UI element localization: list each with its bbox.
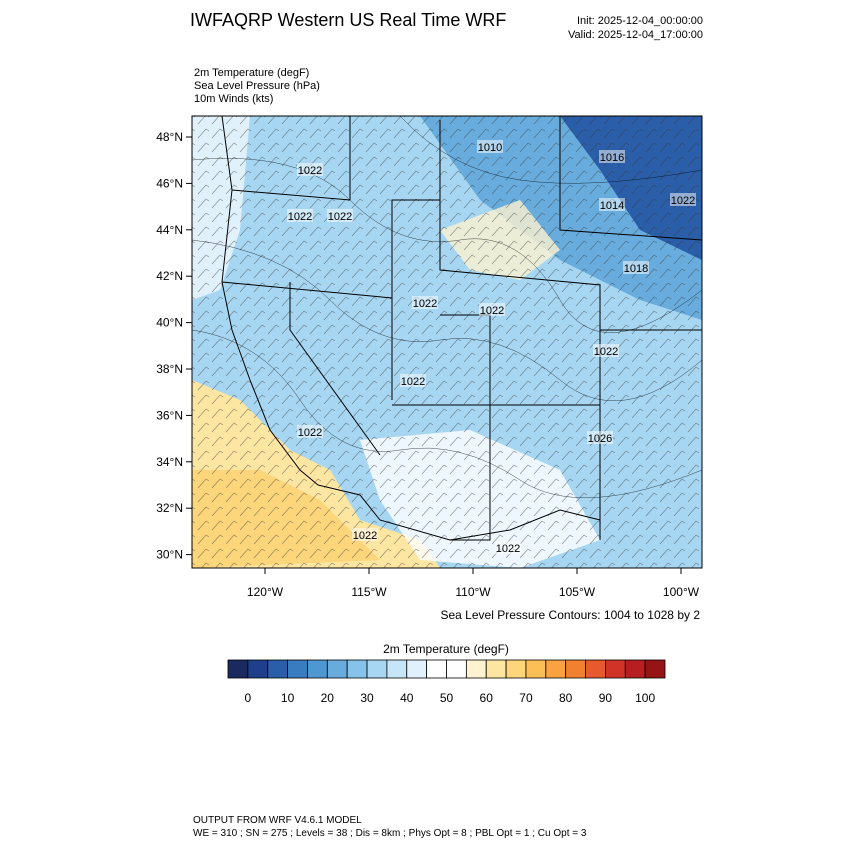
colorbar-swatch (247, 659, 269, 679)
pressure-label-box (297, 163, 323, 176)
colorbar-swatch (426, 659, 447, 679)
colorbar-swatch (545, 659, 567, 679)
pressure-label: 1022 (288, 211, 312, 223)
colorbar-tick-label: 80 (559, 691, 573, 705)
colorbar-swatch (287, 659, 308, 679)
lon-label: 105°W (559, 585, 596, 599)
pressure-label-box (477, 140, 503, 153)
pressure-label: 1022 (353, 530, 377, 542)
pressure-label: 1022 (328, 211, 352, 223)
colorbar-tick-label: 30 (360, 691, 374, 705)
colorbar-swatch (227, 659, 249, 679)
map-frame (191, 115, 703, 569)
pressure-label: 1022 (496, 543, 520, 555)
colorbar-swatch (585, 659, 606, 679)
lat-label: 40°N (156, 316, 183, 330)
pressure-label-box (479, 303, 505, 316)
pressure-label-box (352, 528, 378, 541)
map-axes: 48°N 46°N 44°N 42°N 40°N 38°N 36°N 34°N 32°N 30°N… (156, 130, 700, 599)
lon-label: 120°W (247, 585, 284, 599)
pressure-label-box (587, 431, 613, 444)
pressure-label-box (412, 296, 438, 309)
lon-label: 110°W (455, 585, 491, 599)
colorbar-tick-label: 50 (440, 691, 454, 705)
colorbar-title: 2m Temperature (degF) (383, 642, 509, 656)
lat-label: 30°N (156, 548, 183, 562)
colorbar-tick-label: 70 (519, 691, 533, 705)
pressure-label: 1018 (624, 263, 648, 275)
lon-label: 100°W (663, 585, 700, 599)
pressure-labels: 1010 1016 1022 1022 1022 1014 1022 1018 1022 1022… (287, 140, 696, 555)
colorbar-swatch (525, 659, 547, 679)
valid-time: Valid: 2025-12-04_17:00:00 (568, 29, 703, 41)
pressure-label: 1022 (480, 305, 504, 317)
colorbar-swatch (485, 659, 507, 679)
footer-line: WE = 310 ; SN = 275 ; Levels = 38 ; Dis … (193, 828, 587, 839)
pressure-label-box (327, 209, 353, 222)
field-label: 2m Temperature (degF) (194, 67, 309, 79)
pressure-label: 1022 (671, 195, 695, 207)
title: IWFAQRP Western US Real Time WRF (190, 10, 506, 30)
wind-barbs (192, 116, 702, 568)
pressure-label: 1022 (401, 376, 425, 388)
map-field: 1010 1016 1022 1022 1022 1014 1022 1018 1022 1022… (192, 116, 702, 568)
colorbar-swatch (624, 659, 646, 679)
field-label: Sea Level Pressure (hPa) (194, 80, 320, 92)
pressure-label-box (495, 541, 521, 554)
lat-label: 38°N (156, 362, 183, 376)
colorbar-swatch (346, 659, 368, 679)
lat-label: 36°N (156, 408, 183, 422)
colorbar-tick-label: 60 (480, 691, 494, 705)
lat-label: 44°N (156, 223, 183, 237)
colorbar-swatch (366, 659, 388, 679)
lat-label: 48°N (156, 130, 183, 144)
pressure-label-box (297, 425, 323, 438)
pressure-label-box (599, 198, 625, 211)
contour-note: Sea Level Pressure Contours: 1004 to 102… (441, 608, 701, 622)
field-label: 10m Winds (kts) (194, 93, 273, 105)
colorbar-swatch (565, 659, 586, 679)
colorbar-tick-label: 100 (635, 691, 655, 705)
lat-label: 32°N (156, 501, 183, 515)
pressure-label: 1014 (600, 200, 624, 212)
pressure-label-box (400, 374, 426, 387)
pressure-label-box (287, 209, 313, 222)
colorbar-swatch (465, 659, 487, 679)
colorbar-tick-label: 40 (400, 691, 414, 705)
pressure-label-box (623, 261, 649, 274)
colorbar-tick-label: 20 (321, 691, 335, 705)
lon-label: 115°W (351, 585, 387, 599)
colorbar-tick-label: 0 (245, 691, 252, 705)
colorbar-swatch (307, 659, 328, 679)
colorbar-tick-label: 10 (281, 691, 295, 705)
pressure-label: 1022 (413, 298, 437, 310)
pressure-label-box (599, 150, 625, 163)
lat-label: 42°N (156, 269, 183, 283)
colorbar: 0 10 20 30 40 50 60 70 80 90 100 (227, 659, 666, 705)
pressure-label: 1026 (588, 433, 612, 445)
pressure-label: 1022 (298, 165, 322, 177)
lat-label: 34°N (156, 455, 183, 469)
pressure-label: 1010 (478, 142, 502, 154)
colorbar-swatch (386, 659, 408, 679)
pressure-label-box (670, 193, 696, 206)
init-time: Init: 2025-12-04_00:00:00 (577, 15, 703, 27)
pressure-label-box (593, 344, 619, 357)
footer-line: OUTPUT FROM WRF V4.6.1 MODEL (193, 815, 362, 826)
lat-label: 46°N (156, 176, 183, 190)
colorbar-swatch (605, 659, 626, 679)
colorbar-tick-label: 90 (599, 691, 613, 705)
colorbar-swatch (406, 659, 428, 679)
colorbar-swatch (267, 659, 288, 679)
colorbar-swatch (644, 659, 666, 679)
colorbar-swatch (326, 659, 348, 679)
colorbar-swatch (446, 659, 467, 679)
pressure-label: 1016 (600, 152, 624, 164)
pressure-label: 1022 (594, 346, 618, 358)
colorbar-swatch (505, 659, 527, 679)
pressure-label: 1022 (298, 427, 322, 439)
